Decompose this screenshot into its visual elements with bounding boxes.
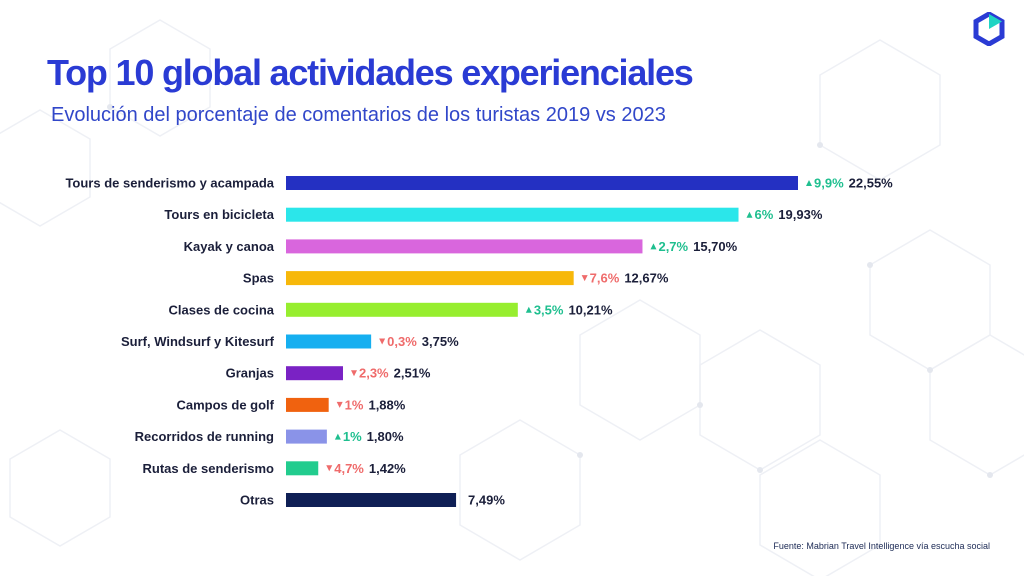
category-label: Spas <box>243 271 274 286</box>
category-label: Campos de golf <box>176 397 274 412</box>
change-label: 0,3% <box>387 334 417 349</box>
value-label: 22,55% <box>849 176 894 191</box>
triangle-up-icon <box>746 211 753 218</box>
hexagon-logo-icon <box>973 12 1005 46</box>
category-label: Otras <box>240 493 274 508</box>
triangle-up-icon <box>334 433 341 440</box>
triangle-down-icon <box>379 338 386 345</box>
category-label: Granjas <box>226 366 274 381</box>
value-label: 19,93% <box>778 207 823 222</box>
chart-subtitle: Evolución del porcentaje de comentarios … <box>51 104 666 126</box>
change-label: 4,7% <box>334 461 364 476</box>
triangle-up-icon <box>650 243 657 250</box>
change-label: 7,6% <box>590 271 620 286</box>
change-label: 9,9% <box>814 176 844 191</box>
bar <box>286 461 319 476</box>
value-label: 10,21% <box>568 302 613 317</box>
change-label: 1% <box>345 397 364 412</box>
value-label: 12,67% <box>624 271 669 286</box>
bar <box>286 397 329 412</box>
category-label: Recorridos de running <box>135 429 274 444</box>
value-label: 1,80% <box>367 429 404 444</box>
horizontal-bar-chart: Tours de senderismo y acampada 9,9% 22,55%… <box>65 176 894 508</box>
category-label: Kayak y canoa <box>184 239 275 254</box>
value-label: 15,70% <box>693 239 738 254</box>
change-label: 6% <box>755 207 774 222</box>
source-note: Fuente: Mabrian Travel Intelligence vía … <box>773 541 990 551</box>
triangle-down-icon <box>581 275 588 282</box>
change-label: 2,3% <box>359 366 389 381</box>
change-label: 1% <box>343 429 362 444</box>
triangle-up-icon <box>806 180 812 186</box>
category-label: Tours en bicicleta <box>164 207 274 222</box>
value-label: 1,42% <box>369 461 406 476</box>
change-label: 2,7% <box>658 239 688 254</box>
triangle-down-icon <box>326 465 333 472</box>
value-label: 1,88% <box>368 397 405 412</box>
triangle-down-icon <box>350 370 357 377</box>
bar <box>286 207 739 222</box>
bar <box>286 334 372 349</box>
triangle-down-icon <box>336 401 343 408</box>
bar <box>286 493 457 507</box>
category-label: Surf, Windsurf y Kitesurf <box>121 334 275 349</box>
bar <box>286 366 343 381</box>
change-label: 3,5% <box>534 302 564 317</box>
triangle-up-icon <box>525 306 532 313</box>
bar <box>286 271 574 286</box>
value-label: 7,49% <box>468 493 505 508</box>
category-label: Clases de cocina <box>169 302 275 317</box>
chart-title: Top 10 global actividades experienciales <box>47 52 694 93</box>
bar <box>286 429 327 444</box>
category-label: Tours de senderismo y acampada <box>65 176 274 191</box>
value-label: 3,75% <box>422 334 459 349</box>
bar <box>286 302 518 317</box>
bar <box>286 239 643 254</box>
value-label: 2,51% <box>394 366 431 381</box>
bar <box>286 176 798 190</box>
category-label: Rutas de senderismo <box>143 461 275 476</box>
